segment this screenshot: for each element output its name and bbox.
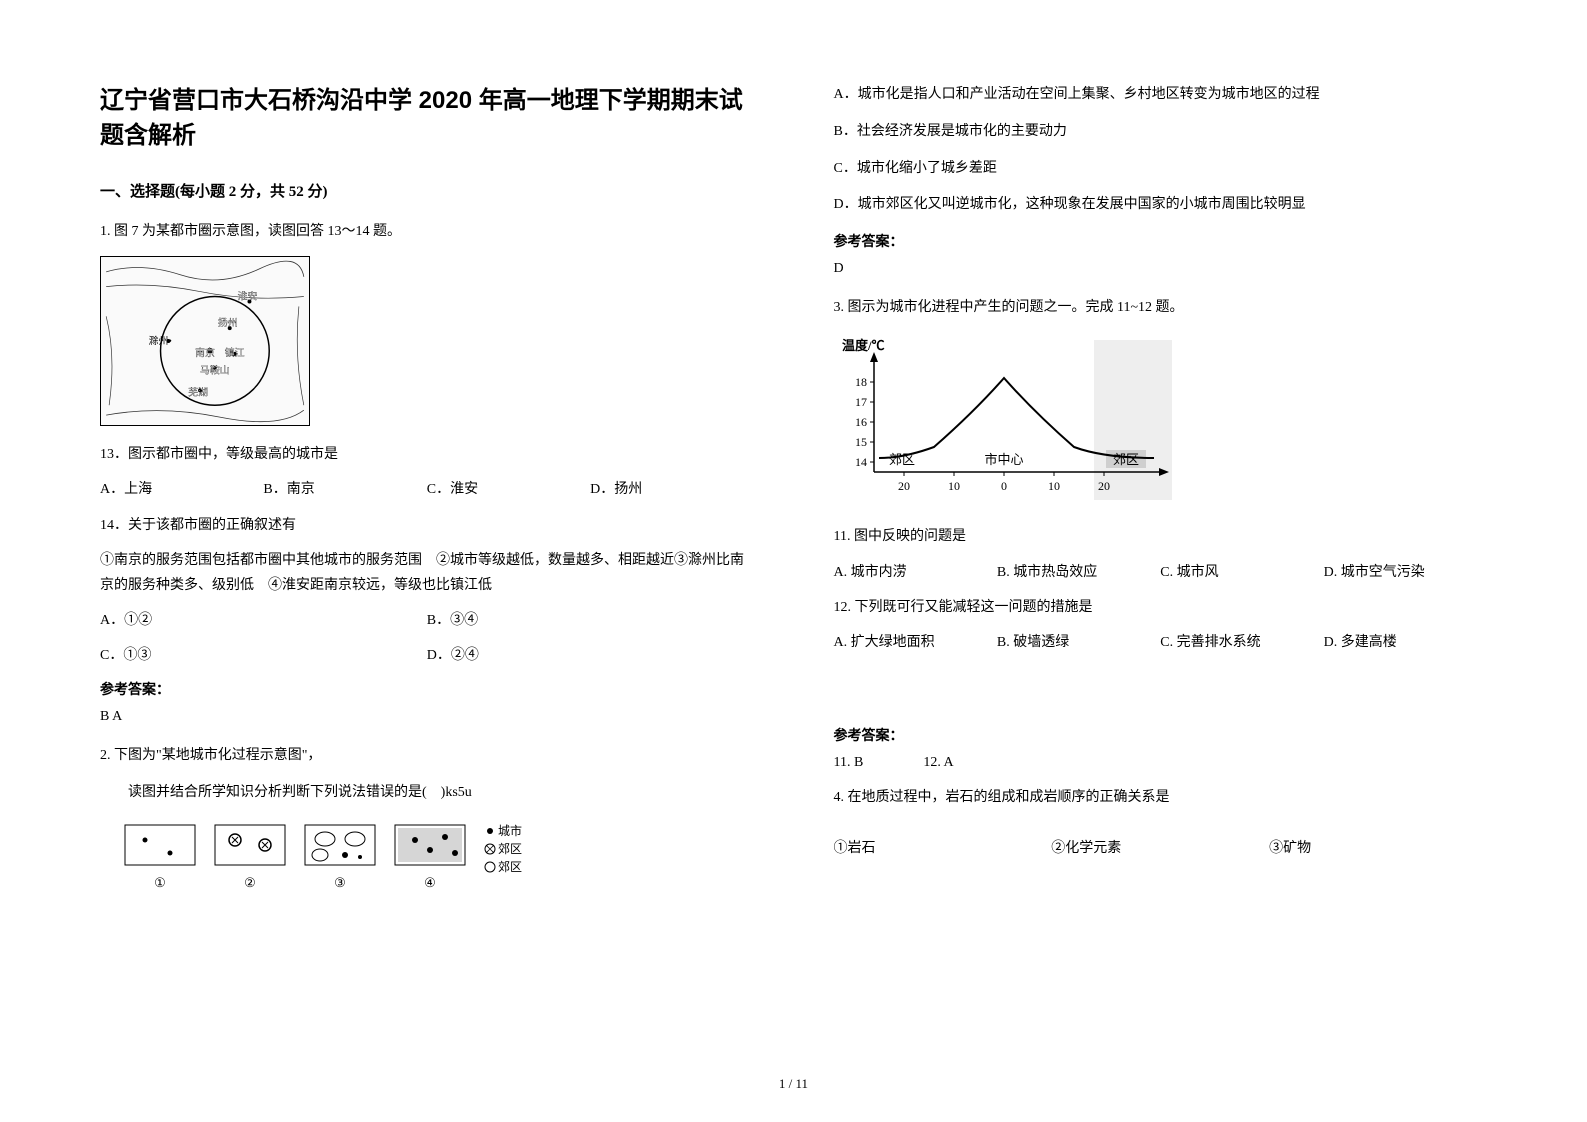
q4-opt2: ②化学元素 <box>1051 836 1269 861</box>
q1-opt13-d: D．扬州 <box>590 477 753 502</box>
svg-text:18: 18 <box>855 375 867 389</box>
q1-opt13-c: C．淮安 <box>427 477 590 502</box>
q1-opt13-a: A．上海 <box>100 477 263 502</box>
q2-answer: D <box>834 261 1488 277</box>
q3-opt12-a: A. 扩大绿地面积 <box>834 630 997 655</box>
q2-opt-a: A．城市化是指人口和产业活动在空间上集聚、乡村地区转变为城市地区的过程 <box>834 80 1488 111</box>
q3-opt12-d: D. 多建高楼 <box>1324 630 1487 655</box>
chart-ylabel: 温度/℃ <box>842 338 885 353</box>
q1-opts14-row1: A．①② B．③④ <box>100 608 754 633</box>
svg-text:20: 20 <box>1098 479 1110 493</box>
q1-answer: B A <box>100 709 754 725</box>
q1-opt14-d: D．②④ <box>427 643 754 668</box>
q4-opts: ①岩石 ②化学元素 ③矿物 <box>834 836 1488 861</box>
q1-answer-label: 参考答案： <box>100 679 754 699</box>
section-1-header: 一、选择题(每小题 2 分，共 52 分) <box>100 180 754 201</box>
q3-opt12-b: B. 破墙透绿 <box>997 630 1160 655</box>
chart-xlabel-right: 郊区 <box>1112 452 1138 467</box>
legend-suburb1: 郊区 <box>498 842 522 856</box>
page-container: 辽宁省营口市大石桥沟沿中学 2020 年高一地理下学期期末试题含解析 一、选择题… <box>100 80 1487 913</box>
q2-answer-label: 参考答案： <box>834 231 1488 251</box>
q1-sub14: 14．关于该都市圈的正确叙述有 <box>100 513 754 538</box>
q3-opts12: A. 扩大绿地面积 B. 破墙透绿 C. 完善排水系统 D. 多建高楼 <box>834 630 1488 655</box>
q1-stem: 1. 图 7 为某都市圈示意图，读图回答 13～14 题。 <box>100 219 754 244</box>
svg-text:20: 20 <box>898 479 910 493</box>
q3-answer12: 12. A <box>923 755 953 771</box>
q2-opt-c: C．城市化缩小了城乡差距 <box>834 154 1488 185</box>
document-title: 辽宁省营口市大石桥沟沿中学 2020 年高一地理下学期期末试题含解析 <box>100 80 754 150</box>
q3-opts11: A. 城市内涝 B. 城市热岛效应 C. 城市风 D. 城市空气污染 <box>834 560 1488 585</box>
q4-stem: 4. 在地质过程中，岩石的组成和成岩顺序的正确关系是 <box>834 785 1488 810</box>
svg-text:17: 17 <box>855 395 867 409</box>
q3-opt12-c: C. 完善排水系统 <box>1160 630 1323 655</box>
q3-sub11: 11. 图中反映的问题是 <box>834 524 1488 549</box>
q3-opt11-a: A. 城市内涝 <box>834 560 997 585</box>
map-label-huaian: 淮安 <box>238 290 258 303</box>
q2-options: A．城市化是指人口和产业活动在空间上集聚、乡村地区转变为城市地区的过程 B．社会… <box>834 80 1488 221</box>
legend-suburb2: 郊区 <box>498 860 522 874</box>
q1-opt14-a: A．①② <box>100 608 427 633</box>
svg-text:16: 16 <box>855 415 867 429</box>
q1-desc14: ①南京的服务范围包括都市圈中其他城市的服务范围 ②城市等级越低，数量越多、相距越… <box>100 548 754 598</box>
q3-answer11: 11. B <box>834 755 864 771</box>
q1-map-figure: 淮安 扬州 滁州• 南京 镇江 马鞍山 芜湖 <box>100 256 754 426</box>
svg-text:14: 14 <box>855 455 867 469</box>
q1-sub13: 13．图示都市圈中，等级最高的城市是 <box>100 442 754 467</box>
q2-opt-d: D．城市郊区化又叫逆城市化，这种现象在发展中国家的小城市周围比较明显 <box>834 190 1488 221</box>
q3-answer-label: 参考答案： <box>834 725 1488 745</box>
map-label-yangzhou: 扬州 <box>218 316 238 329</box>
q3-opt11-b: B. 城市热岛效应 <box>997 560 1160 585</box>
chart-xlabel-center: 市中心 <box>984 452 1023 467</box>
right-column: A．城市化是指人口和产业活动在空间上集聚、乡村地区转变为城市地区的过程 B．社会… <box>834 80 1488 913</box>
q1-opt14-c: C．①③ <box>100 643 427 668</box>
q1-opt13-b: B．南京 <box>263 477 426 502</box>
stage-1-label: ① <box>154 875 166 890</box>
svg-text:15: 15 <box>855 435 867 449</box>
q3-opt11-d: D. 城市空气污染 <box>1324 560 1487 585</box>
q2-stem: 2. 下图为"某地城市化过程示意图"， <box>100 743 754 768</box>
svg-text:0: 0 <box>1001 479 1007 493</box>
legend-city: 城市 <box>498 823 522 838</box>
left-column: 辽宁省营口市大石桥沟沿中学 2020 年高一地理下学期期末试题含解析 一、选择题… <box>100 80 754 913</box>
map-label-nanjing: 南京 <box>195 346 215 359</box>
svg-text:10: 10 <box>948 479 960 493</box>
q1-opt14-b: B．③④ <box>427 608 754 633</box>
q3-sub12: 12. 下列既可行又能减轻这一问题的措施是 <box>834 595 1488 620</box>
q4-opt1: ①岩石 <box>834 836 1052 861</box>
stage-3-label: ③ <box>334 875 346 890</box>
map-label-maanshan: 马鞍山 <box>200 364 230 377</box>
svg-text:10: 10 <box>1048 479 1060 493</box>
q1-opts14-row2: C．①③ D．②④ <box>100 643 754 668</box>
q3-answers: 11. B 12. A <box>834 755 1488 771</box>
map-label-zhenjiang: 镇江 <box>225 346 245 359</box>
q3-stem: 3. 图示为城市化进程中产生的问题之一。完成 11~12 题。 <box>834 295 1488 320</box>
map-label-chuzhou: 滁州• <box>149 334 172 347</box>
map-label-wuhu: 芜湖 <box>188 386 208 399</box>
q2-opt-b: B．社会经济发展是城市化的主要动力 <box>834 117 1488 148</box>
q1-opts13: A．上海 B．南京 C．淮安 D．扬州 <box>100 477 754 502</box>
stage-4-label: ④ <box>424 875 436 890</box>
q4-opt3: ③矿物 <box>1269 836 1487 861</box>
stage-2-label: ② <box>244 875 256 890</box>
q3-opt11-c: C. 城市风 <box>1160 560 1323 585</box>
page-number: 1 / 11 <box>779 1076 808 1092</box>
q3-chart: 温度/℃ 14 15 16 17 18 <box>834 332 1174 512</box>
q2-instruction: 读图并结合所学知识分析判断下列说法错误的是( )ks5u <box>100 780 754 805</box>
q2-figure: ① ② ③ <box>120 815 550 895</box>
